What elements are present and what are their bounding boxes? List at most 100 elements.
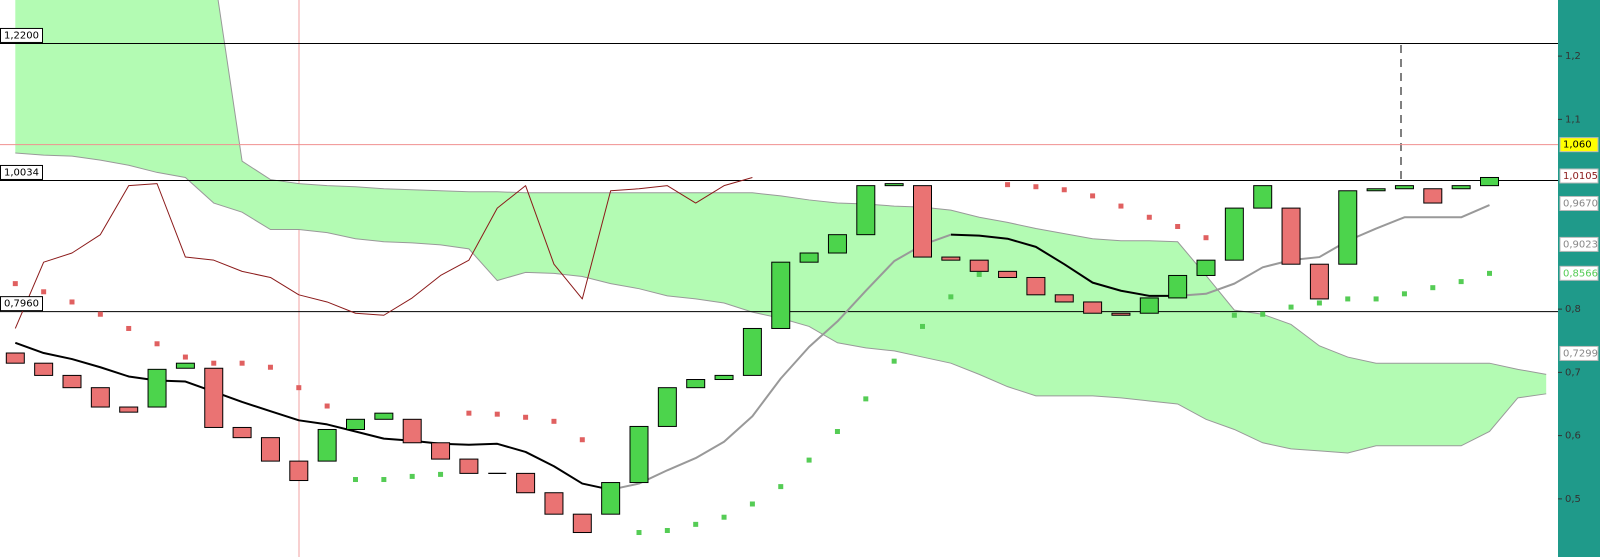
- candle-body: [629, 425, 649, 484]
- sar-dot: [466, 410, 472, 416]
- y-tick-label: 1,2: [1565, 51, 1581, 62]
- sar-dot: [664, 527, 670, 533]
- sar-dot: [976, 271, 982, 277]
- sar-dot: [778, 484, 784, 490]
- candle-body: [1451, 185, 1471, 190]
- plot: [0, 0, 1558, 557]
- candle-body: [998, 270, 1018, 278]
- sar-dot: [1231, 312, 1237, 318]
- sar-dot: [97, 311, 103, 317]
- sar-dot: [1345, 296, 1351, 302]
- candle-body: [1394, 185, 1414, 190]
- candle-body: [1196, 259, 1216, 276]
- sar-dot: [126, 325, 132, 331]
- candle-body: [1480, 176, 1499, 187]
- candle-body: [686, 379, 706, 389]
- candle-body: [544, 492, 564, 515]
- candle-body: [1083, 301, 1103, 314]
- candle-body: [1338, 190, 1358, 265]
- sar-dot: [891, 358, 897, 364]
- candle-body: [771, 261, 791, 329]
- indicator-line: [950, 233, 1178, 297]
- candle-body: [260, 437, 280, 462]
- candle-body: [1423, 188, 1443, 204]
- sar-dot: [296, 385, 302, 391]
- candle-body: [1139, 297, 1159, 314]
- candle-body: [1366, 188, 1386, 192]
- cloud-span-a: [217, 0, 1547, 375]
- sar-dot: [1288, 304, 1294, 310]
- candle-body: [431, 442, 451, 460]
- sar-dot: [494, 411, 500, 417]
- candle-body: [941, 256, 961, 261]
- candle-body: [147, 368, 167, 408]
- price-tag-label: 1,0105: [1563, 171, 1598, 182]
- level-label: 1,2200: [4, 30, 39, 41]
- sar-dot: [409, 473, 415, 479]
- sar-dot: [693, 521, 699, 527]
- sar-dot: [182, 354, 188, 360]
- indicator-line: [1177, 204, 1490, 297]
- sar-dot: [579, 437, 585, 443]
- sar-dot: [1430, 285, 1436, 291]
- price-tag-box: [1559, 236, 1599, 252]
- y-tick-label: 0,5: [1565, 494, 1581, 505]
- candle-body: [119, 406, 139, 413]
- candle-body: [402, 418, 422, 444]
- level-label-box: [0, 296, 43, 312]
- candle-body: [601, 482, 621, 515]
- level-label-box: [0, 164, 43, 180]
- sar-dot: [353, 477, 358, 483]
- price-tag-box: [1559, 265, 1599, 281]
- indicator-line: [14, 177, 753, 329]
- candle-body: [317, 428, 337, 462]
- sar-dot: [211, 360, 217, 366]
- sar-dot: [1401, 291, 1407, 297]
- candle-body: [1026, 276, 1046, 296]
- sar-dot: [551, 418, 557, 424]
- candle-body: [1224, 207, 1244, 261]
- candle-body: [742, 327, 762, 376]
- sar-dot: [1005, 182, 1011, 188]
- candle-body: [969, 259, 989, 272]
- price-tag-box: [1559, 345, 1599, 361]
- y-tick-label: 0,8: [1565, 304, 1581, 315]
- sar-dot: [948, 294, 954, 300]
- y-tick-label: 0,6: [1565, 431, 1581, 442]
- sar-dot: [154, 341, 160, 347]
- candle-body: [516, 472, 536, 494]
- sar-dot: [920, 323, 925, 329]
- axis: 1,2 1,1 0,8 0,7 0,6 0,5 1,060 1,0105 0,9670 0,902…: [1558, 51, 1599, 505]
- candle-body: [827, 234, 847, 254]
- sar-dot: [438, 471, 444, 477]
- candle-body: [714, 374, 734, 381]
- candle-body: [175, 362, 195, 369]
- sar-dot: [1203, 235, 1209, 241]
- sar-dot: [239, 360, 245, 366]
- candle-body: [1054, 294, 1074, 303]
- candle-body: [90, 387, 110, 408]
- level-label-box: [0, 27, 43, 43]
- candle-body: [346, 418, 365, 430]
- candle-body: [204, 367, 224, 428]
- indicator-line: [610, 233, 952, 491]
- sar-dot: [267, 364, 273, 370]
- sar-dot: [1487, 270, 1492, 276]
- price-tag-label: 0,9023: [1563, 239, 1598, 250]
- sar-dot: [636, 530, 642, 536]
- level-label: 1,0034: [4, 167, 39, 178]
- sar-dot: [12, 281, 18, 287]
- sar-dot: [1146, 214, 1152, 220]
- price-tag-box: [1559, 168, 1599, 184]
- cloud-fill: [15, 0, 1547, 453]
- sar-dot: [324, 403, 330, 409]
- candle-body: [289, 460, 309, 482]
- y-tick-label: 1,1: [1565, 114, 1581, 125]
- candle-body: [1281, 207, 1301, 265]
- sar-dot: [1033, 184, 1039, 190]
- candle-body: [657, 387, 677, 427]
- sar-dot: [806, 457, 812, 463]
- candle-body: [5, 352, 25, 364]
- candle-body: [232, 426, 252, 439]
